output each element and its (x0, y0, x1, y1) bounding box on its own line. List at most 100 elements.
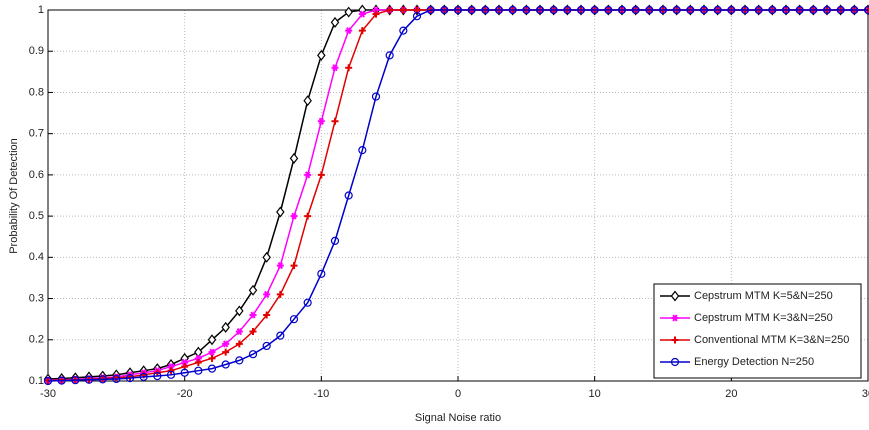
marker (576, 5, 586, 15)
marker (781, 5, 791, 15)
y-tick-label: 1 (38, 4, 44, 16)
marker (317, 49, 326, 61)
legend-label: Energy Detection N=250 (694, 356, 814, 368)
marker (481, 5, 490, 15)
marker (167, 363, 175, 371)
x-tick-label: 10 (589, 388, 601, 400)
marker (331, 117, 339, 125)
x-axis-label: Signal Noise ratio (415, 412, 501, 424)
marker (713, 5, 722, 15)
marker (235, 327, 243, 336)
marker (235, 356, 244, 365)
marker (263, 290, 271, 298)
marker (330, 236, 340, 245)
marker (617, 5, 627, 15)
x-tick-label: 0 (455, 388, 461, 400)
y-tick-label: 0.7 (29, 128, 44, 140)
legend-label: Conventional MTM K=3&N=250 (694, 334, 849, 346)
legend-marker (671, 314, 679, 322)
marker (235, 305, 244, 317)
marker (207, 334, 217, 346)
marker (303, 298, 312, 307)
marker (371, 92, 381, 101)
marker (181, 358, 189, 366)
legend-marker (670, 290, 680, 302)
y-tick-label: 0.6 (29, 169, 44, 181)
marker (863, 5, 869, 15)
marker (358, 10, 366, 18)
marker (345, 27, 353, 35)
marker (166, 370, 176, 379)
marker (139, 372, 148, 381)
marker (508, 5, 517, 15)
marker (84, 375, 94, 384)
marker (740, 5, 750, 15)
marker (317, 117, 325, 125)
marker (331, 64, 339, 72)
marker (304, 171, 312, 179)
marker (222, 348, 230, 356)
marker (263, 311, 271, 319)
marker (494, 5, 504, 15)
marker (426, 5, 435, 15)
marker (372, 6, 380, 14)
marker (249, 311, 257, 319)
marker (112, 374, 121, 384)
marker (276, 206, 285, 218)
marker (289, 152, 299, 164)
marker (549, 5, 558, 15)
marker (221, 360, 230, 369)
marker (330, 16, 340, 28)
marker (71, 376, 80, 385)
marker (658, 5, 668, 15)
marker (221, 321, 230, 333)
marker (795, 5, 804, 15)
marker (631, 5, 640, 15)
y-tick-label: 0.4 (29, 251, 44, 263)
marker (822, 5, 832, 15)
y-tick-label: 0.3 (29, 292, 44, 304)
marker (208, 348, 216, 356)
marker (385, 51, 394, 60)
x-tick-label: 20 (725, 388, 737, 400)
x-tick-label: -10 (313, 388, 329, 400)
legend-marker (670, 357, 680, 367)
marker (836, 5, 845, 15)
marker (194, 354, 202, 362)
y-tick-label: 0.5 (29, 210, 44, 222)
marker (399, 6, 407, 14)
marker (248, 350, 258, 359)
x-tick-label: -20 (177, 388, 193, 400)
marker (153, 371, 162, 381)
marker (57, 376, 66, 385)
marker (43, 376, 53, 386)
marker (754, 5, 763, 15)
marker (850, 5, 859, 15)
marker (672, 5, 681, 15)
marker (372, 10, 380, 18)
marker (522, 5, 531, 15)
marker (344, 191, 353, 200)
marker (345, 64, 353, 72)
marker (303, 95, 312, 107)
marker (453, 5, 463, 15)
marker (262, 251, 271, 263)
marker (194, 366, 203, 375)
marker (386, 6, 394, 14)
marker (276, 262, 284, 270)
marker (440, 5, 449, 15)
legend-label: Cepstrum MTM K=3&N=250 (694, 312, 833, 324)
x-tick-label: 30 (862, 388, 869, 400)
marker (235, 340, 243, 348)
marker (125, 374, 135, 383)
x-tick-label: -30 (40, 388, 56, 400)
y-tick-label: 0.2 (29, 334, 44, 346)
marker (399, 26, 408, 35)
marker (604, 5, 613, 15)
marker (167, 367, 175, 375)
marker (686, 5, 695, 15)
marker (645, 5, 654, 15)
marker (358, 27, 366, 35)
marker (290, 262, 298, 270)
